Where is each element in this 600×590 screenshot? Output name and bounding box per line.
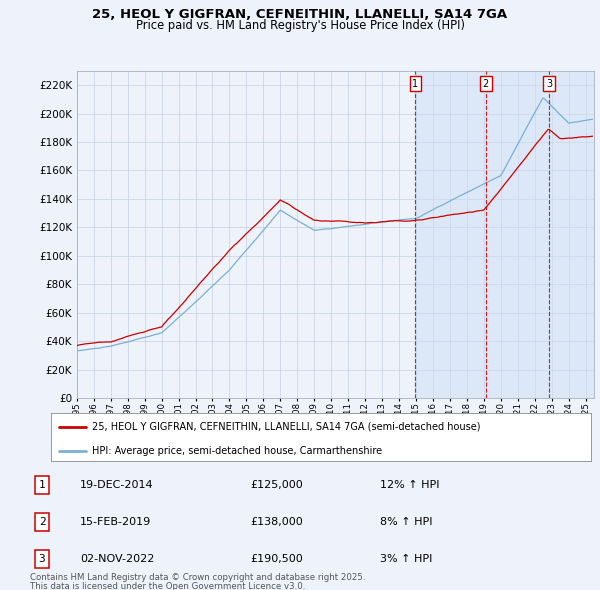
Text: 1: 1 — [38, 480, 46, 490]
Text: 19-DEC-2014: 19-DEC-2014 — [80, 480, 154, 490]
Text: 15-FEB-2019: 15-FEB-2019 — [80, 517, 151, 527]
Text: 2: 2 — [482, 78, 489, 88]
Text: £190,500: £190,500 — [250, 554, 303, 564]
Text: 02-NOV-2022: 02-NOV-2022 — [80, 554, 154, 564]
Bar — [486, 71, 549, 398]
Text: HPI: Average price, semi-detached house, Carmarthenshire: HPI: Average price, semi-detached house,… — [91, 445, 382, 455]
Text: 3: 3 — [546, 78, 552, 88]
Text: Price paid vs. HM Land Registry's House Price Index (HPI): Price paid vs. HM Land Registry's House … — [136, 19, 464, 32]
Text: This data is licensed under the Open Government Licence v3.0.: This data is licensed under the Open Gov… — [30, 582, 305, 590]
Text: 2: 2 — [38, 517, 46, 527]
Text: 3% ↑ HPI: 3% ↑ HPI — [380, 554, 433, 564]
Text: 8% ↑ HPI: 8% ↑ HPI — [380, 517, 433, 527]
Bar — [415, 71, 486, 398]
Text: 25, HEOL Y GIGFRAN, CEFNEITHIN, LLANELLI, SA14 7GA: 25, HEOL Y GIGFRAN, CEFNEITHIN, LLANELLI… — [92, 8, 508, 21]
Text: 3: 3 — [38, 554, 46, 564]
Text: £125,000: £125,000 — [250, 480, 303, 490]
Text: £138,000: £138,000 — [250, 517, 303, 527]
Bar — [549, 71, 594, 398]
Text: 1: 1 — [412, 78, 419, 88]
Text: 25, HEOL Y GIGFRAN, CEFNEITHIN, LLANELLI, SA14 7GA (semi-detached house): 25, HEOL Y GIGFRAN, CEFNEITHIN, LLANELLI… — [91, 421, 480, 431]
Text: 12% ↑ HPI: 12% ↑ HPI — [380, 480, 439, 490]
Text: Contains HM Land Registry data © Crown copyright and database right 2025.: Contains HM Land Registry data © Crown c… — [30, 572, 365, 582]
